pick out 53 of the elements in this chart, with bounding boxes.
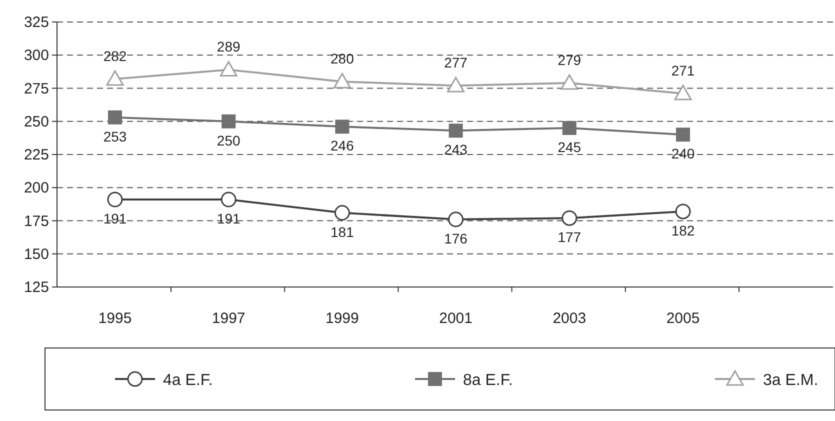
- data-label: 240: [671, 146, 695, 162]
- point: [674, 84, 692, 100]
- data-label: 271: [671, 62, 695, 79]
- data-label: 246: [330, 138, 354, 154]
- y-tick-label: 125: [24, 279, 49, 296]
- y-tick-label: 300: [24, 47, 49, 64]
- data-label: 176: [444, 230, 468, 246]
- data-label: 191: [103, 210, 127, 227]
- data-label: 277: [444, 54, 468, 71]
- data-label: 243: [444, 142, 468, 158]
- point: [335, 120, 350, 134]
- point: [676, 128, 690, 142]
- y-tick-label: 325: [24, 14, 49, 31]
- data-label: 280: [330, 50, 354, 67]
- point: [108, 110, 122, 124]
- point: [107, 192, 123, 208]
- point: [106, 70, 124, 86]
- legend-label: 4a E.F.: [163, 372, 213, 389]
- data-label: 250: [216, 132, 240, 148]
- data-label: 182: [671, 222, 695, 238]
- point: [448, 212, 464, 228]
- data-label: 181: [330, 224, 354, 240]
- point: [334, 205, 350, 221]
- point: [448, 124, 463, 138]
- point: [220, 60, 238, 76]
- legend-label: 3a E.M.: [763, 372, 818, 389]
- data-label: 282: [103, 48, 127, 64]
- data-label: 245: [558, 139, 582, 155]
- point: [560, 74, 578, 90]
- x-tick-label: 2001: [439, 310, 472, 327]
- y-tick-label: 150: [24, 246, 49, 263]
- legend-label: 8a E.F.: [463, 372, 513, 389]
- x-tick-label: 2003: [552, 310, 586, 327]
- point: [220, 192, 236, 208]
- data-label: 289: [216, 38, 240, 55]
- x-tick-label: 2005: [666, 310, 700, 327]
- x-tick-label: 1995: [98, 310, 132, 327]
- y-tick-label: 275: [24, 80, 49, 98]
- data-label: 279: [558, 52, 582, 68]
- point: [447, 76, 465, 92]
- point: [222, 114, 236, 128]
- point: [675, 204, 691, 220]
- point: [562, 121, 576, 135]
- x-tick-label: 1997: [212, 310, 246, 327]
- y-tick-label: 250: [24, 113, 49, 130]
- data-label: 177: [558, 229, 582, 246]
- point: [562, 210, 578, 226]
- x-tick-label: 1999: [326, 310, 359, 327]
- y-tick-label: 225: [24, 146, 49, 164]
- point: [333, 72, 351, 88]
- y-tick-label: 200: [24, 180, 49, 197]
- y-tick-label: 175: [24, 212, 49, 230]
- data-label: 253: [103, 128, 127, 144]
